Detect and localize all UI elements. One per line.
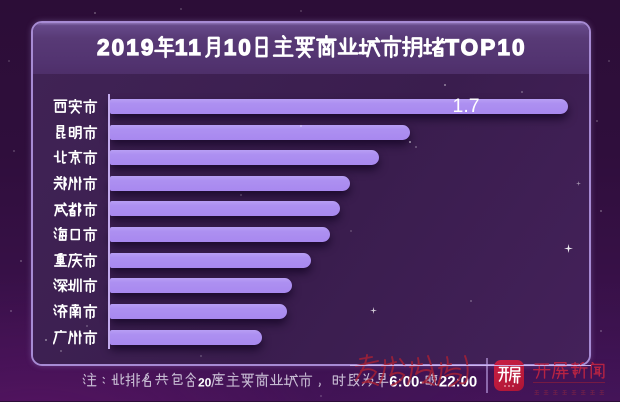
svg-text:10: 10 <box>224 35 253 60</box>
svg-text:11: 11 <box>175 35 203 60</box>
svg-text:20: 20 <box>198 375 212 389</box>
svg-text:TOP10: TOP10 <box>445 35 526 60</box>
svg-text:2019: 2019 <box>97 35 155 60</box>
svg-text:6:00-: 6:00- <box>389 373 424 390</box>
